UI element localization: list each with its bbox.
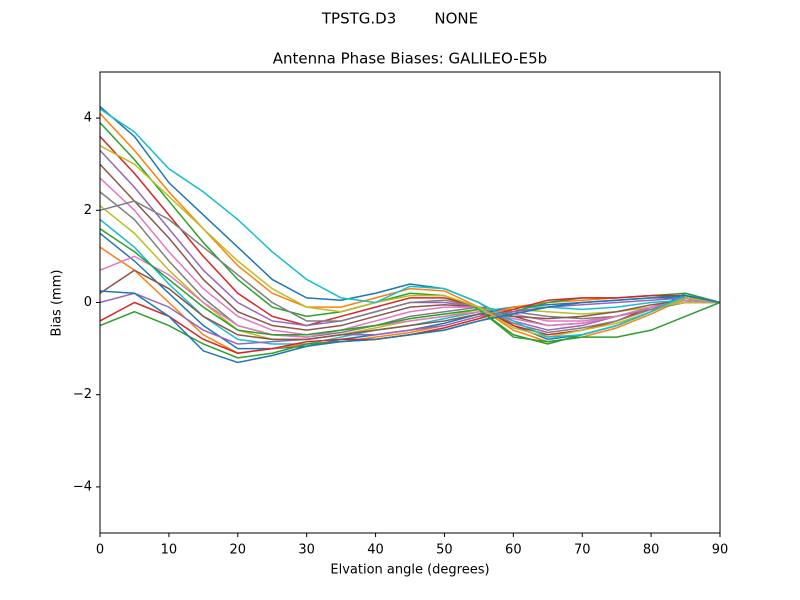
x-tick-label: 90 [712, 543, 729, 558]
series-line [99, 255, 721, 338]
x-axis-label: Elvation angle (degrees) [330, 563, 489, 578]
y-axis-label: Bias (mm) [50, 270, 65, 337]
x-tick-label: 10 [161, 543, 178, 558]
x-tick-label: 60 [505, 543, 522, 558]
x-tick-label: 30 [298, 543, 315, 558]
y-tick-label: −2 [73, 387, 92, 402]
x-tick-label: 70 [574, 543, 591, 558]
x-tick-label: 80 [643, 543, 660, 558]
y-tick-label: 4 [84, 111, 92, 126]
x-tick-label: 20 [230, 543, 247, 558]
series-line [99, 228, 721, 343]
series-line [99, 290, 721, 364]
series-line [99, 108, 721, 338]
x-tick-label: 50 [436, 543, 453, 558]
y-tick-label: −4 [73, 479, 92, 494]
series-line [99, 232, 721, 350]
series-line [99, 145, 721, 338]
series-line [99, 177, 720, 336]
series-line [99, 106, 721, 341]
x-tick-label: 0 [96, 543, 104, 558]
chart-title: Antenna Phase Biases: GALILEO-E5b [273, 50, 547, 68]
series-line [99, 292, 721, 345]
x-tick-label: 40 [367, 543, 384, 558]
series-line [99, 200, 721, 334]
suptitle: TPSTG.D3 NONE [321, 10, 478, 28]
y-tick-label: 0 [84, 295, 92, 310]
y-tick-label: 2 [84, 203, 92, 218]
series-line [99, 269, 721, 341]
